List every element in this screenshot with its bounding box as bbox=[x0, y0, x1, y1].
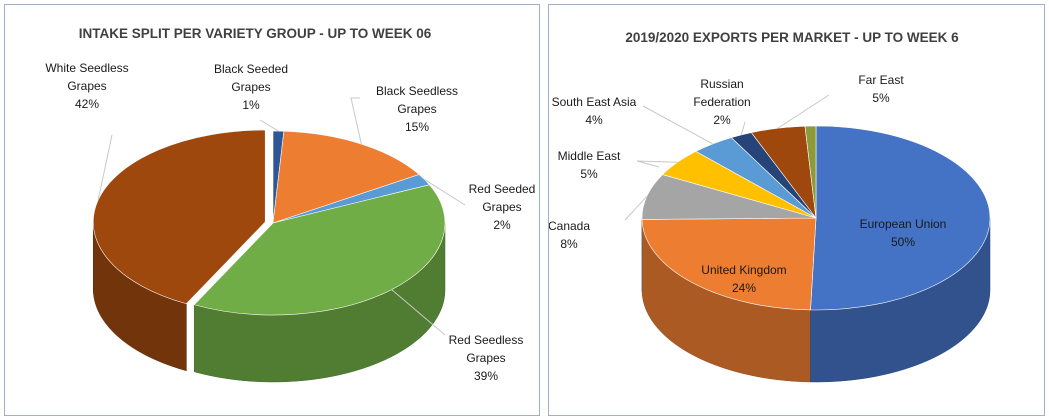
data-label-russian-federation: Russian Federation 2% bbox=[693, 77, 750, 127]
intake-chart-panel: INTAKE SPLIT PER VARIETY GROUP - UP TO W… bbox=[4, 4, 540, 416]
exports-chart-panel: 2019/2020 EXPORTS PER MARKET - UP TO WEE… bbox=[548, 4, 1045, 416]
chart-title: INTAKE SPLIT PER VARIETY GROUP - UP TO W… bbox=[79, 26, 432, 41]
data-label-black-seeded-grapes: Black Seeded Grapes 1% bbox=[214, 62, 288, 112]
pie-slice-black-seedless-grapes bbox=[272, 130, 420, 224]
leader-line bbox=[259, 119, 279, 132]
data-label-united-kingdom: United Kingdom 24% bbox=[701, 263, 786, 295]
leader-line bbox=[350, 97, 362, 145]
leader-line bbox=[624, 195, 648, 221]
data-label-south-east-asia: South East Asia 4% bbox=[552, 95, 637, 127]
pie-slice-red-seedless-grapes bbox=[193, 184, 446, 316]
data-label-black-seedless-grapes: Black Seedless Grapes 15% bbox=[376, 84, 458, 134]
pie-slice-united-kingdom bbox=[641, 217, 817, 311]
leader-line bbox=[97, 134, 113, 201]
leader-line bbox=[740, 121, 746, 136]
exports-pie-chart: 2019/2020 EXPORTS PER MARKET - UP TO WEE… bbox=[549, 30, 991, 383]
leader-line bbox=[642, 105, 714, 145]
leader-line bbox=[391, 289, 446, 336]
data-label-red-seeded-grapes: Red Seeded Grapes 2% bbox=[469, 182, 536, 232]
data-label-far-east: Far East 5% bbox=[858, 73, 904, 105]
leader-line bbox=[777, 94, 830, 129]
pie-slice-canada bbox=[641, 174, 817, 220]
pie-slice-european-union bbox=[810, 125, 991, 311]
leader-line bbox=[636, 160, 678, 168]
pie-slice-other-7 bbox=[804, 125, 817, 219]
data-label-white-seedless-grapes: White Seedless Grapes 42% bbox=[45, 61, 128, 111]
data-label-european-union: European Union 50% bbox=[860, 217, 947, 249]
pie-slice-white-seedless-grapes bbox=[92, 129, 266, 305]
chart-title: 2019/2020 EXPORTS PER MARKET - UP TO WEE… bbox=[625, 30, 959, 45]
data-label-canada: Canada 8% bbox=[549, 219, 590, 251]
intake-pie-chart: INTAKE SPLIT PER VARIETY GROUP - UP TO W… bbox=[45, 26, 536, 383]
data-label-middle-east: Middle East 5% bbox=[558, 149, 621, 181]
data-label-red-seedless-grapes: Red Seedless Grapes 39% bbox=[449, 333, 524, 383]
leader-line bbox=[424, 179, 466, 206]
